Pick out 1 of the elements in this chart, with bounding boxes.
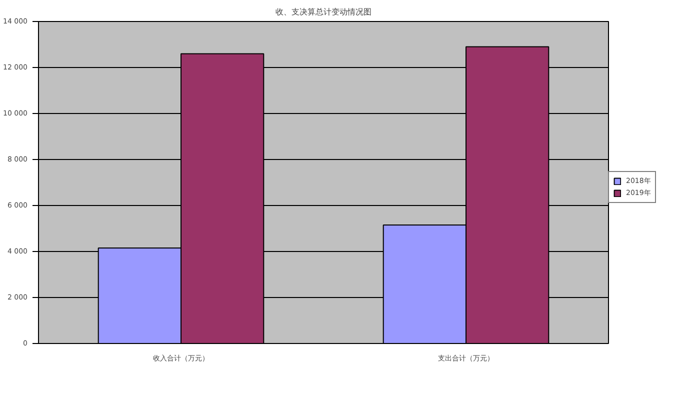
- chart-title: 收、支决算总计变动情况图: [276, 8, 372, 16]
